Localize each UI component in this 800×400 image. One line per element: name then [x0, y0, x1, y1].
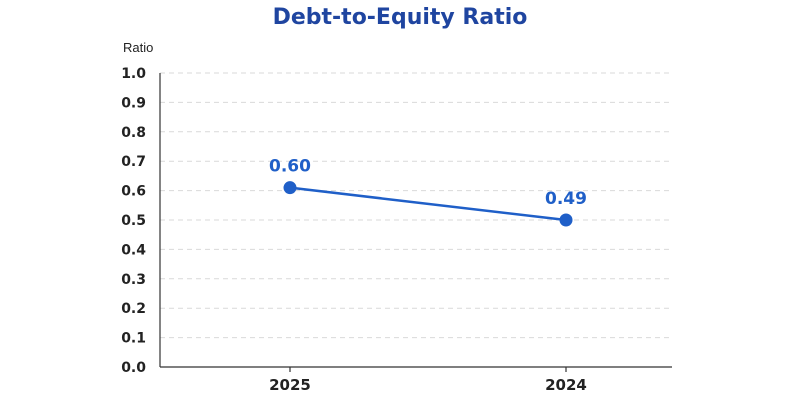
series-line	[289, 186, 567, 222]
chart-title: Debt-to-Equity Ratio	[273, 5, 528, 30]
y-tick-label: 0.1	[121, 331, 146, 347]
x-tick-label: 2025	[269, 376, 311, 394]
data-label: 0.49	[545, 189, 587, 209]
y-tick-label: 0.6	[121, 184, 146, 200]
data-point	[559, 213, 573, 227]
data-label: 0.60	[269, 157, 311, 177]
x-tick-labels: 2025 2024	[269, 376, 587, 394]
y-tick-label: 0.8	[121, 125, 146, 141]
series-layer	[283, 181, 573, 227]
y-tick-label: 0.0	[121, 360, 146, 376]
data-labels: 0.60 0.49	[269, 157, 587, 209]
grid-lines	[160, 72, 672, 339]
y-tick-label: 1.0	[121, 66, 146, 82]
y-tick-label: 0.3	[121, 272, 146, 288]
y-tick-labels: 0.0 0.1 0.2 0.3 0.4 0.5 0.6 0.7 0.8 0.9 1.0	[121, 66, 146, 376]
y-axis-label: Ratio	[123, 40, 153, 55]
y-tick-label: 0.9	[121, 95, 146, 111]
axes	[159, 73, 672, 372]
data-point	[283, 181, 297, 195]
y-tick-label: 0.2	[121, 301, 146, 317]
y-tick-label: 0.7	[121, 154, 146, 170]
y-tick-label: 0.5	[121, 213, 146, 229]
y-tick-label: 0.4	[121, 242, 146, 258]
x-tick-label: 2024	[545, 376, 587, 394]
